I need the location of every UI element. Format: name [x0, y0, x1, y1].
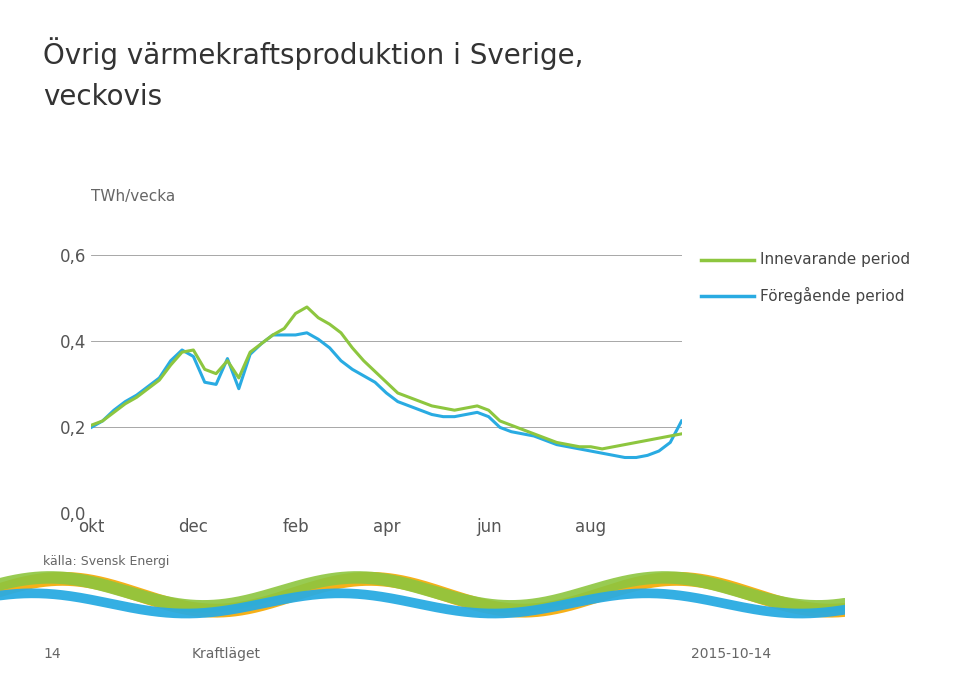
Text: Föregående period: Föregående period: [760, 287, 905, 305]
Text: källa: Svensk Energi: källa: Svensk Energi: [43, 555, 170, 568]
Text: 14: 14: [43, 647, 60, 661]
Text: TWh/vecka: TWh/vecka: [91, 189, 176, 204]
Text: 2015-10-14: 2015-10-14: [691, 647, 771, 661]
Text: Övrig värmekraftsproduktion i Sverige,: Övrig värmekraftsproduktion i Sverige,: [43, 37, 584, 70]
Text: Kraftläget: Kraftläget: [192, 647, 261, 661]
Text: veckovis: veckovis: [43, 83, 162, 111]
Text: Innevarande period: Innevarande period: [760, 252, 910, 267]
